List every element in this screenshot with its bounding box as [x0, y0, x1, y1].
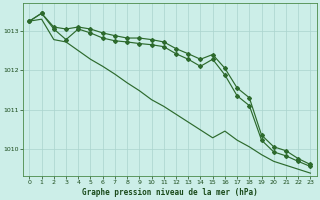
X-axis label: Graphe pression niveau de la mer (hPa): Graphe pression niveau de la mer (hPa) [82, 188, 258, 197]
